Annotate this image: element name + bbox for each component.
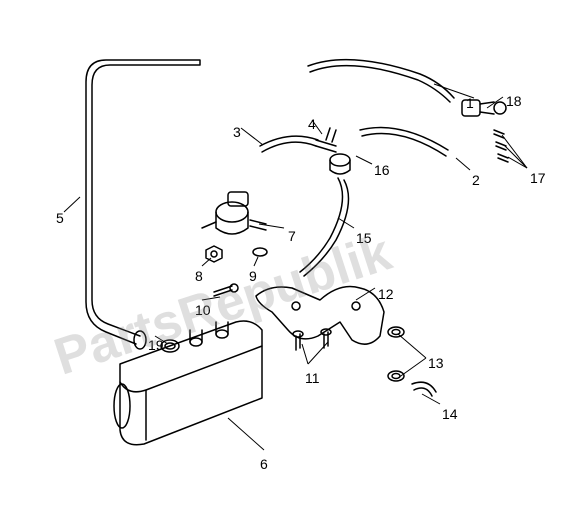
leader-line — [502, 135, 527, 168]
callout-label-12: 12 — [378, 286, 394, 302]
parts-diagram-svg — [0, 0, 571, 505]
leader-lines-group — [64, 84, 527, 450]
part-17-fasteners — [494, 130, 508, 162]
leader-line — [308, 342, 328, 364]
leader-line — [356, 156, 372, 164]
part-1-hose-b — [310, 66, 450, 102]
callout-label-18: 18 — [506, 93, 522, 109]
part-2-hose — [360, 128, 448, 151]
leader-line — [64, 197, 80, 212]
callout-label-1: 1 — [466, 95, 474, 111]
part-15-hose — [300, 178, 343, 272]
leader-line — [504, 145, 527, 168]
leader-line — [202, 297, 220, 300]
part-7-valve — [202, 192, 266, 234]
part-5-tube-end — [134, 331, 146, 349]
callout-label-4: 4 — [308, 116, 316, 132]
callout-label-3: 3 — [233, 124, 241, 140]
part-10-bolt — [214, 284, 238, 296]
callout-label-13: 13 — [428, 355, 444, 371]
leader-line — [456, 158, 470, 170]
part-6-canister — [114, 321, 262, 445]
part-13-grommets — [388, 327, 404, 381]
callout-label-10: 10 — [195, 302, 211, 318]
part-2-hose-b — [362, 134, 446, 157]
leader-line — [254, 257, 258, 266]
leader-line — [259, 224, 284, 228]
callout-label-7: 7 — [288, 228, 296, 244]
callout-label-16: 16 — [374, 162, 390, 178]
callout-label-9: 9 — [249, 268, 257, 284]
callout-label-2: 2 — [472, 172, 480, 188]
part-3-hose-b — [262, 142, 316, 152]
callout-label-17: 17 — [530, 170, 546, 186]
callout-label-5: 5 — [56, 210, 64, 226]
callout-label-19: 19 — [148, 337, 164, 353]
part-12-bracket — [256, 287, 384, 345]
callout-label-8: 8 — [195, 268, 203, 284]
part-1-hose — [308, 60, 454, 98]
leader-line — [202, 258, 211, 266]
leader-line — [241, 128, 263, 145]
part-9-washer — [253, 248, 267, 256]
callout-label-6: 6 — [260, 456, 268, 472]
part-14-hose — [412, 382, 436, 396]
callout-label-15: 15 — [356, 230, 372, 246]
callout-label-14: 14 — [442, 406, 458, 422]
leader-line — [398, 358, 426, 378]
part-4-tee — [316, 128, 336, 152]
part-5-tube — [86, 60, 200, 344]
leader-line — [228, 418, 264, 450]
callout-label-11: 11 — [305, 370, 320, 386]
leader-line — [302, 344, 308, 364]
part-8-nut — [206, 246, 222, 262]
leader-line — [338, 218, 354, 228]
leader-line — [398, 334, 426, 358]
part-16-cap — [330, 154, 350, 174]
